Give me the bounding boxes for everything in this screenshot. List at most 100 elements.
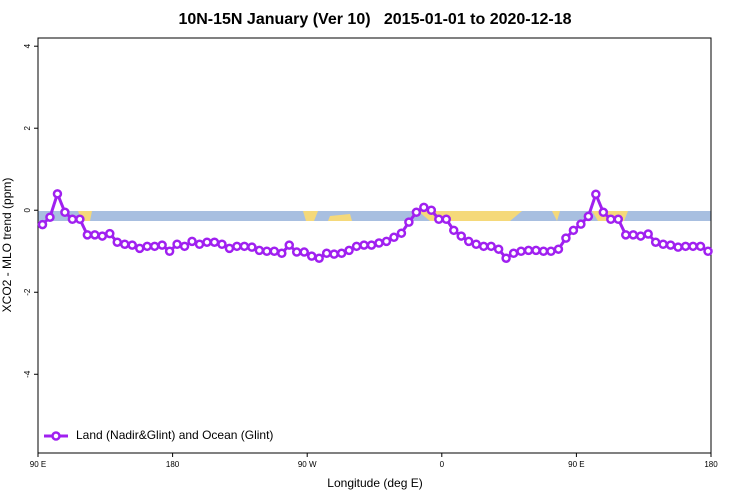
point <box>389 232 399 243</box>
point <box>97 231 108 241</box>
point <box>463 236 474 247</box>
legend-label: Land (Nadir&Glint) and Ocean (Glint) <box>76 428 273 442</box>
point <box>576 219 586 229</box>
point <box>187 236 197 247</box>
point <box>591 189 601 199</box>
point <box>531 245 541 256</box>
point <box>209 237 220 247</box>
land-patch <box>552 211 560 221</box>
point <box>673 242 683 252</box>
point <box>493 244 504 254</box>
point <box>224 243 235 254</box>
point <box>351 241 362 252</box>
x-tick-label: 0 <box>440 460 445 469</box>
point <box>134 243 145 254</box>
point <box>621 230 631 240</box>
point <box>426 205 437 215</box>
point <box>703 246 713 256</box>
point <box>583 211 594 222</box>
point <box>366 240 377 250</box>
point <box>650 237 661 247</box>
point <box>404 217 414 227</box>
point <box>284 240 295 250</box>
point <box>306 251 317 261</box>
point <box>262 246 272 256</box>
point <box>164 246 175 256</box>
point <box>553 244 564 254</box>
point <box>179 241 190 252</box>
point <box>658 239 668 250</box>
point <box>149 241 160 252</box>
point <box>82 230 93 240</box>
point <box>52 189 63 199</box>
point <box>329 249 339 259</box>
point <box>374 238 384 248</box>
point <box>538 246 549 256</box>
point <box>194 239 205 250</box>
point <box>508 248 519 259</box>
point <box>344 245 354 256</box>
land-patch <box>328 214 352 221</box>
point <box>695 241 706 252</box>
plot-frame <box>37 37 712 454</box>
point <box>665 240 676 250</box>
x-tick-label: 180 <box>704 460 718 469</box>
point <box>45 212 55 222</box>
legend: Land (Nadir&Glint) and Ocean (Glint) <box>44 428 273 442</box>
point <box>119 239 130 250</box>
point <box>456 231 466 241</box>
y-tick-label: 4 <box>23 43 32 48</box>
y-tick-label: 2 <box>23 125 32 130</box>
land-patch <box>303 211 318 221</box>
point <box>501 253 511 263</box>
point <box>643 229 653 239</box>
point <box>37 219 48 230</box>
point <box>247 242 257 252</box>
point <box>90 230 100 240</box>
point <box>336 248 347 259</box>
point <box>516 246 526 256</box>
x-tick-label: 180 <box>166 460 180 469</box>
point <box>441 214 452 225</box>
point <box>606 214 616 225</box>
point <box>598 207 609 218</box>
x-tick-label: 90 E <box>30 460 46 469</box>
point <box>561 233 571 243</box>
y-tick-label: -2 <box>23 288 32 296</box>
point <box>434 214 444 225</box>
point <box>628 230 638 240</box>
point <box>67 214 78 225</box>
point <box>75 214 85 225</box>
point <box>688 241 698 252</box>
point <box>359 240 369 250</box>
point <box>217 239 227 250</box>
point <box>232 241 242 252</box>
point <box>314 253 324 263</box>
point <box>127 240 137 250</box>
point <box>112 237 123 247</box>
point <box>613 214 624 225</box>
point <box>172 239 182 250</box>
point <box>471 239 481 250</box>
point <box>277 248 287 259</box>
point <box>396 228 407 238</box>
point <box>486 241 496 252</box>
point <box>419 202 429 213</box>
point <box>142 241 152 252</box>
point <box>299 247 309 257</box>
legend-marker <box>51 431 61 441</box>
point <box>568 225 579 236</box>
x-tick-label: 90 E <box>568 460 584 469</box>
point <box>381 236 392 247</box>
point <box>523 245 534 256</box>
point <box>411 207 422 218</box>
point <box>291 247 302 257</box>
x-axis-label: Longitude (deg E) <box>327 476 422 490</box>
y-tick-label: -4 <box>23 370 32 378</box>
point <box>157 240 167 250</box>
point <box>239 241 250 252</box>
point <box>449 225 459 236</box>
point <box>254 245 265 256</box>
